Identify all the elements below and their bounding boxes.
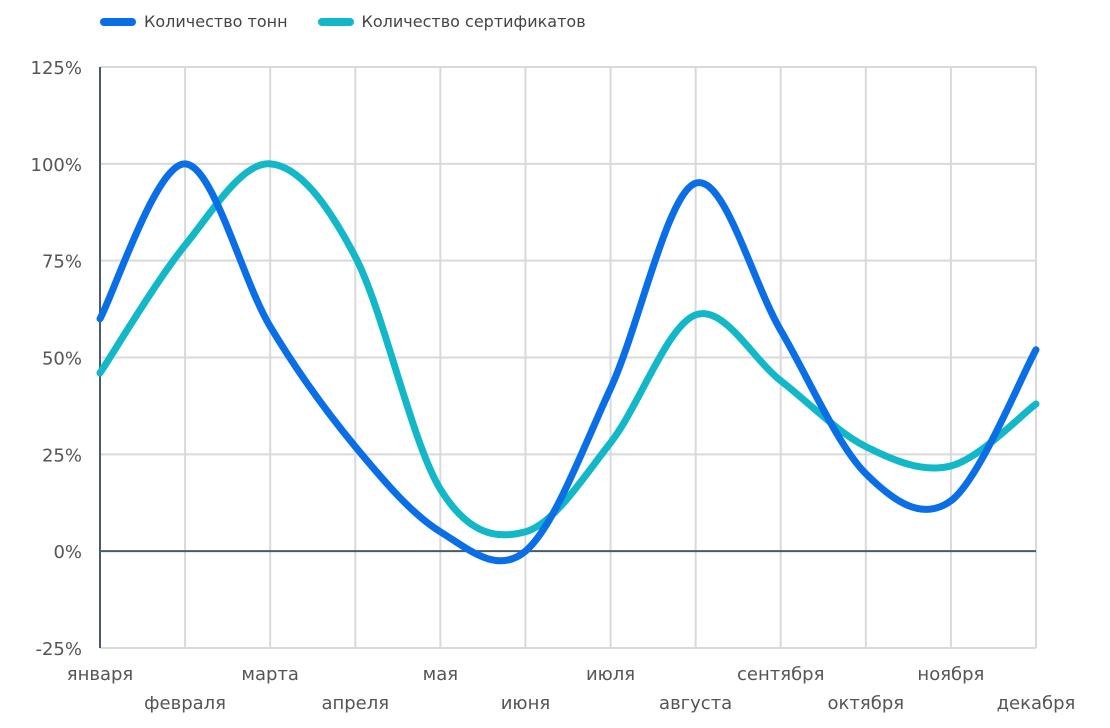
x-tick-label: августа xyxy=(659,693,732,714)
legend-swatch-tons xyxy=(100,17,136,26)
y-tick-label: 25% xyxy=(42,445,82,466)
x-tick-label: апреля xyxy=(321,693,389,714)
x-tick-label: сентября xyxy=(737,664,824,685)
x-tick-label: июня xyxy=(501,693,550,714)
legend-item-tons: Количество тонн xyxy=(100,12,288,31)
y-tick-label: 0% xyxy=(53,542,82,563)
series-line-certificates xyxy=(96,160,1040,539)
x-tick-label: декабря xyxy=(997,693,1076,714)
x-tick-label: мая xyxy=(423,664,458,685)
legend-label-tons: Количество тонн xyxy=(144,12,288,31)
y-tick-label: -25% xyxy=(35,639,82,660)
x-tick-label: октября xyxy=(828,693,905,714)
y-tick-label: 125% xyxy=(31,58,82,79)
x-tick-label: ноября xyxy=(917,664,984,685)
legend: Количество тонн Количество сертификатов xyxy=(100,12,616,31)
legend-label-certificates: Количество сертификатов xyxy=(361,12,586,31)
y-tick-label: 75% xyxy=(42,252,82,273)
x-tick-label: марта xyxy=(241,664,299,685)
x-tick-label: июля xyxy=(586,664,635,685)
legend-swatch-certificates xyxy=(317,17,354,26)
series-line-tons xyxy=(96,160,1040,565)
x-tick-label: февраля xyxy=(144,693,226,714)
x-tick-label: января xyxy=(67,664,134,685)
legend-item-certificates: Количество сертификатов xyxy=(317,12,586,31)
y-tick-label: 100% xyxy=(31,155,82,176)
y-tick-label: 50% xyxy=(42,349,82,370)
